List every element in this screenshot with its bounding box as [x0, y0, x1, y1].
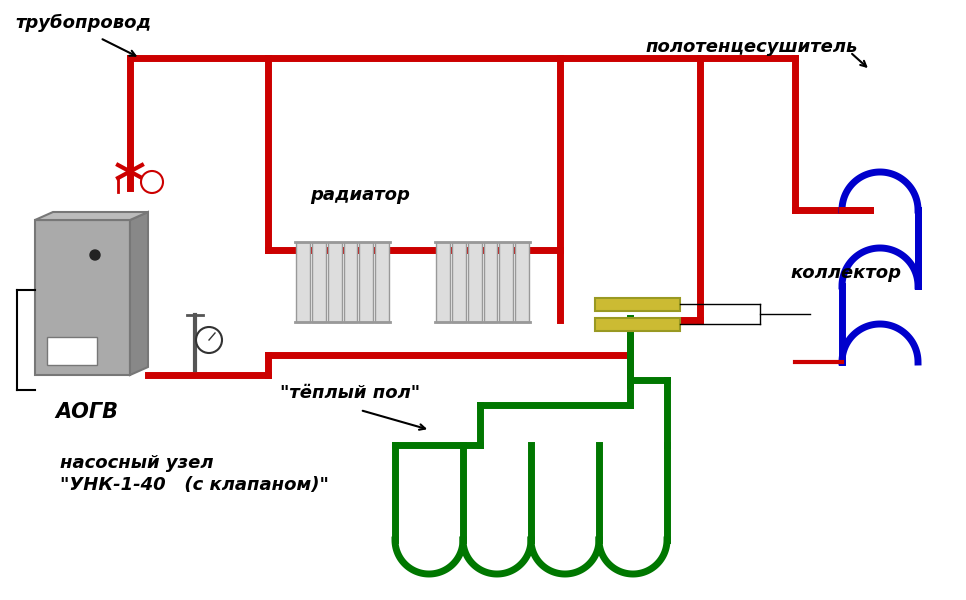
Bar — [595, 318, 680, 331]
Text: коллектор: коллектор — [790, 264, 901, 282]
Bar — [468, 242, 481, 322]
Circle shape — [196, 327, 222, 353]
Bar — [47, 337, 97, 365]
Bar — [499, 242, 513, 322]
Circle shape — [141, 171, 163, 193]
Text: радиатор: радиатор — [310, 186, 410, 204]
Bar — [312, 242, 326, 322]
Bar — [436, 242, 450, 322]
Polygon shape — [35, 212, 148, 220]
Bar — [327, 242, 342, 322]
Circle shape — [90, 250, 100, 260]
Text: АОГВ: АОГВ — [55, 402, 118, 422]
Bar — [296, 242, 310, 322]
Bar — [35, 220, 130, 375]
Bar — [452, 242, 466, 322]
Text: трубопровод: трубопровод — [15, 14, 151, 32]
Bar — [515, 242, 529, 322]
Text: полотенцесушитель: полотенцесушитель — [645, 38, 858, 56]
Text: "УНК-1-40   (с клапаном)": "УНК-1-40 (с клапаном)" — [60, 476, 328, 494]
Bar — [375, 242, 389, 322]
Bar — [595, 298, 680, 311]
Polygon shape — [130, 212, 148, 375]
Text: насосный узел: насосный узел — [60, 454, 213, 472]
Text: "тёплый пол": "тёплый пол" — [280, 384, 420, 402]
Bar — [359, 242, 373, 322]
Bar — [484, 242, 497, 322]
Bar — [344, 242, 357, 322]
